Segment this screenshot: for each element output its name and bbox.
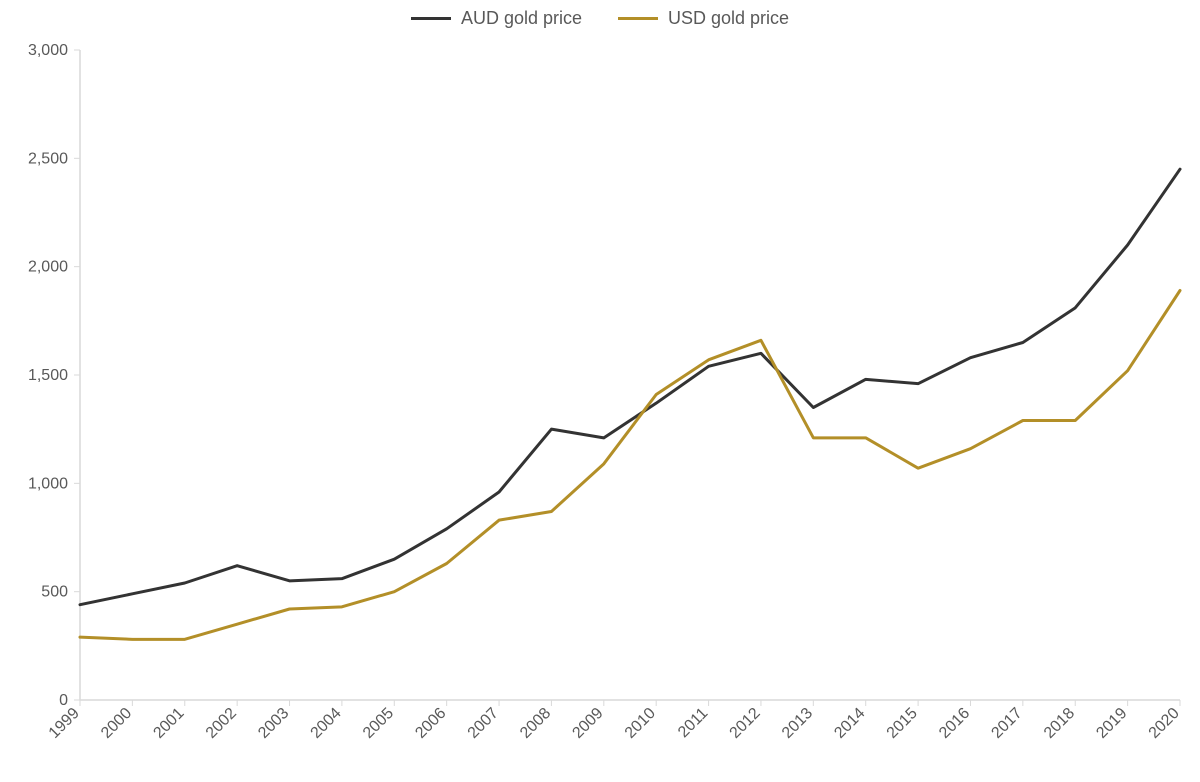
y-tick-label: 2,500 <box>28 150 68 167</box>
x-tick-label: 1999 <box>46 705 83 742</box>
series-line-1 <box>80 291 1180 640</box>
legend-label: USD gold price <box>668 8 789 29</box>
x-tick-label: 2006 <box>412 705 449 742</box>
x-tick-label: 2007 <box>465 705 502 742</box>
x-tick-label: 2013 <box>779 705 816 742</box>
series-line-0 <box>80 169 1180 605</box>
legend-item-1: USD gold price <box>618 8 789 29</box>
legend-item-0: AUD gold price <box>411 8 582 29</box>
x-tick-label: 2014 <box>831 705 868 742</box>
x-tick-label: 2009 <box>569 705 606 742</box>
x-tick-label: 2004 <box>308 705 345 742</box>
x-tick-label: 2003 <box>255 705 292 742</box>
x-tick-label: 2019 <box>1093 705 1130 742</box>
x-tick-label: 2010 <box>622 705 659 742</box>
x-tick-label: 2000 <box>98 705 135 742</box>
x-tick-label: 2018 <box>1041 705 1078 742</box>
x-tick-label: 2020 <box>1146 705 1183 742</box>
x-tick-label: 2005 <box>360 705 397 742</box>
y-tick-label: 2,000 <box>28 259 68 276</box>
legend: AUD gold price USD gold price <box>0 4 1200 29</box>
y-tick-label: 3,000 <box>28 42 68 59</box>
legend-swatch <box>618 17 658 20</box>
x-tick-label: 2011 <box>675 705 711 741</box>
x-tick-label: 2008 <box>517 705 554 742</box>
x-tick-label: 2015 <box>884 705 921 742</box>
x-tick-label: 2016 <box>936 705 973 742</box>
chart-svg: 0 500 1,000 1,500 2,000 2,500 3,000 1999 2000 200… <box>0 0 1200 782</box>
y-tick-label: 500 <box>41 584 68 601</box>
gold-price-chart: AUD gold price USD gold price 0 500 1,000 1,… <box>0 0 1200 782</box>
legend-label: AUD gold price <box>461 8 582 29</box>
y-tick-label: 0 <box>59 692 68 709</box>
x-tick-label: 2012 <box>727 705 764 742</box>
x-tick-label: 2017 <box>988 705 1025 742</box>
legend-swatch <box>411 17 451 20</box>
x-tick-label: 2002 <box>203 705 240 742</box>
y-tick-label: 1,500 <box>28 367 68 384</box>
y-tick-label: 1,000 <box>28 475 68 492</box>
x-tick-label: 2001 <box>150 705 187 742</box>
